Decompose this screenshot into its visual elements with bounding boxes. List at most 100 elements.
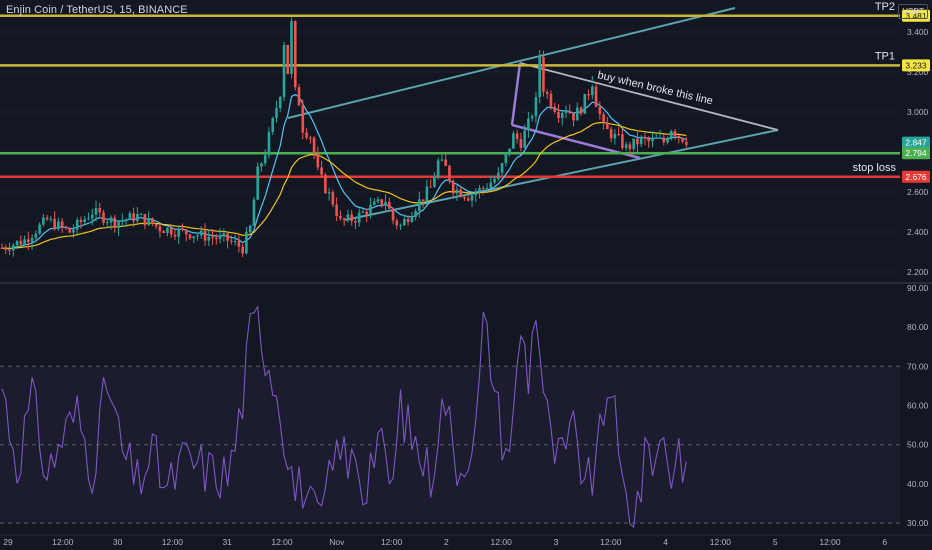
rsi-axis[interactable]: 90.00 80.00 70.00 60.00 50.00 40.00 30.00	[907, 283, 929, 528]
candle-body	[0, 248, 4, 249]
candle-body	[207, 236, 211, 241]
candle-body	[418, 199, 421, 211]
wedge-upper-line[interactable]	[519, 62, 779, 131]
channel-lower-line[interactable]	[344, 129, 779, 221]
candle-body	[579, 107, 583, 114]
wedge-edge-line[interactable]	[510, 62, 522, 126]
candle-body	[451, 181, 455, 194]
time-tick-label: 12:00	[819, 537, 841, 547]
candle-body	[75, 219, 79, 230]
rsi-line	[1, 305, 687, 529]
candle-body	[121, 220, 124, 222]
time-axis[interactable]: 29 12:00 30 12:00 31 12:00 Nov 12:00 2 12:00 3 12:0…	[0, 534, 932, 547]
candle-body	[538, 57, 541, 98]
candle-body	[196, 235, 199, 237]
candle-body	[474, 192, 478, 196]
candle-body	[681, 137, 684, 142]
rsi-tick-label: 60.00	[907, 401, 929, 411]
candle-body	[275, 107, 278, 119]
candle-body	[376, 199, 380, 202]
candle-body	[357, 212, 361, 223]
candle-body	[504, 152, 508, 164]
candle-body	[621, 134, 624, 148]
candle-body	[508, 148, 511, 153]
candle-body	[613, 133, 617, 139]
candle-body	[527, 118, 530, 131]
candle-body	[587, 94, 590, 96]
candle-body	[391, 208, 395, 221]
candle-body	[124, 219, 128, 221]
stop-loss-label: stop loss	[853, 162, 897, 174]
candle-body	[8, 249, 11, 251]
candle-body	[211, 236, 214, 238]
price-tag-label: 2.794	[905, 148, 927, 158]
candle-body	[572, 113, 575, 121]
candle-body	[290, 21, 293, 75]
quote-currency-badge[interactable]: USDT	[898, 4, 928, 19]
time-tick-label: 31	[222, 537, 232, 547]
candle-body	[350, 214, 353, 221]
candle-body	[403, 219, 406, 226]
candle-body	[624, 144, 628, 148]
candle-body	[591, 86, 594, 96]
candle-body	[203, 230, 207, 241]
candle-body	[639, 136, 643, 145]
candle-body	[79, 219, 83, 223]
candle-body	[83, 219, 87, 223]
candle-body	[248, 225, 252, 233]
rsi-tick-label: 70.00	[907, 361, 929, 371]
symbol-name[interactable]: Enjin Coin / TetherUS	[6, 4, 114, 16]
candle-body	[545, 91, 549, 94]
candle-body	[380, 199, 384, 206]
candle-body	[215, 237, 218, 240]
candle-body	[162, 231, 165, 234]
candle-body	[369, 204, 372, 215]
time-tick-label: 5	[773, 537, 778, 547]
candle-body	[109, 217, 113, 223]
candle-body	[309, 137, 312, 139]
candle-body	[575, 107, 579, 121]
price-tick-label: 2.600	[907, 187, 929, 197]
candle-body	[455, 189, 459, 194]
candle-body	[218, 235, 222, 240]
candle-body	[15, 240, 19, 246]
time-tick-label: 12:00	[381, 537, 403, 547]
candle-body	[316, 154, 320, 168]
candle-body	[583, 94, 587, 114]
candle-body	[523, 130, 526, 148]
time-tick-label: Nov	[329, 537, 345, 547]
candle-body	[301, 105, 305, 133]
trend-lines[interactable]	[287, 7, 779, 221]
candle-body	[609, 129, 613, 139]
candle-body	[497, 172, 500, 180]
time-tick-label: 2	[444, 537, 449, 547]
candle-body	[278, 96, 282, 108]
rsi-tick-label: 80.00	[907, 322, 929, 332]
candle-body	[64, 226, 68, 229]
rsi-guides	[0, 365, 900, 524]
candle-body	[470, 195, 474, 201]
symbol-header[interactable]: Enjin Coin / TetherUS, 15, BINANCE	[6, 4, 188, 16]
candle-body	[128, 213, 132, 220]
candle-body	[72, 229, 75, 233]
candle-body	[166, 227, 169, 234]
candle-body	[90, 214, 94, 219]
candle-body	[42, 217, 45, 225]
candle-body	[549, 93, 553, 107]
candle-body	[45, 217, 49, 220]
interval-label[interactable]: 15	[119, 4, 132, 16]
price-tag-label: 3.233	[905, 60, 927, 70]
candle-body	[677, 135, 681, 138]
candle-body	[651, 137, 654, 142]
channel-upper-line[interactable]	[287, 7, 736, 119]
candle-body	[478, 187, 481, 193]
candle-body	[320, 167, 323, 175]
candle-body	[425, 186, 429, 201]
candle-body	[519, 139, 523, 148]
time-tick-label: 29	[3, 537, 13, 547]
rsi-pane[interactable]	[0, 305, 900, 529]
candle-body	[654, 137, 658, 139]
